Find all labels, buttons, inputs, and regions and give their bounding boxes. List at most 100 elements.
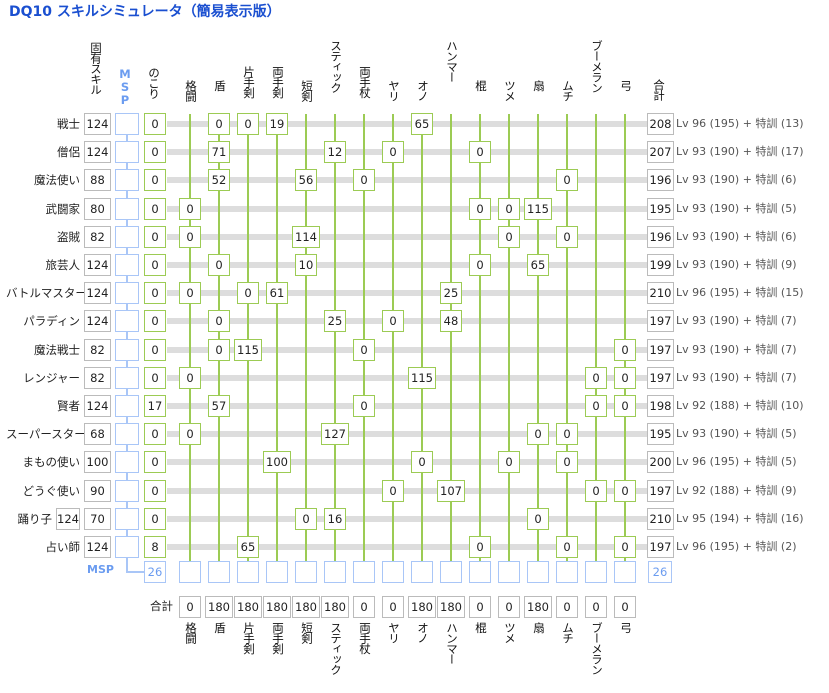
msp-weapon-input[interactable] xyxy=(295,561,317,583)
skill-input[interactable]: 0 xyxy=(295,507,317,530)
skill-input[interactable]: 0 xyxy=(556,225,578,248)
unique-skill-input[interactable]: 82 xyxy=(84,338,111,361)
unique-skill-input[interactable]: 70 xyxy=(84,507,111,530)
skill-input[interactable]: 65 xyxy=(237,536,259,558)
unique-skill-input[interactable]: 124 xyxy=(84,113,111,135)
msp-weapon-input[interactable] xyxy=(556,561,578,583)
msp-input[interactable] xyxy=(115,366,139,389)
skill-input[interactable]: 0 xyxy=(556,423,578,446)
msp-input[interactable] xyxy=(115,141,139,164)
skill-input[interactable]: 0 xyxy=(469,536,491,558)
skill-input[interactable]: 115 xyxy=(234,338,262,361)
skill-input[interactable]: 57 xyxy=(208,395,230,417)
skill-input[interactable]: 0 xyxy=(411,451,433,474)
skill-input[interactable]: 0 xyxy=(556,169,578,192)
skill-input[interactable]: 0 xyxy=(614,338,636,361)
skill-input[interactable]: 107 xyxy=(437,479,465,502)
skill-input[interactable]: 25 xyxy=(440,282,462,305)
msp-weapon-input[interactable] xyxy=(411,561,433,583)
unique-skill-input[interactable]: 124 xyxy=(84,254,111,276)
unique-skill-input[interactable]: 124 xyxy=(84,282,111,305)
skill-input[interactable]: 0 xyxy=(614,479,636,502)
skill-input[interactable]: 61 xyxy=(266,282,288,305)
msp-weapon-input[interactable] xyxy=(585,561,607,583)
unique-skill-input[interactable]: 124 xyxy=(84,141,111,164)
skill-input[interactable]: 16 xyxy=(324,507,346,530)
skill-input[interactable]: 0 xyxy=(179,197,201,220)
unique-skill-input[interactable]: 124 xyxy=(84,536,111,558)
skill-input[interactable]: 65 xyxy=(527,254,549,276)
skill-input[interactable]: 100 xyxy=(263,451,291,474)
msp-input[interactable] xyxy=(115,282,139,305)
unique-skill-input[interactable]: 90 xyxy=(84,479,111,502)
msp-weapon-input[interactable] xyxy=(237,561,259,583)
extra-unique-input[interactable]: 124 xyxy=(56,507,80,530)
skill-input[interactable]: 0 xyxy=(585,479,607,502)
msp-input[interactable] xyxy=(115,225,139,248)
msp-input[interactable] xyxy=(115,395,139,417)
skill-input[interactable]: 0 xyxy=(179,423,201,446)
msp-input[interactable] xyxy=(115,169,139,192)
skill-input[interactable]: 65 xyxy=(411,113,433,135)
skill-input[interactable]: 0 xyxy=(498,451,520,474)
unique-skill-input[interactable]: 124 xyxy=(84,395,111,417)
msp-input[interactable] xyxy=(115,451,139,474)
skill-input[interactable]: 0 xyxy=(498,225,520,248)
skill-input[interactable]: 10 xyxy=(295,254,317,276)
msp-input[interactable] xyxy=(115,254,139,276)
skill-input[interactable]: 56 xyxy=(295,169,317,192)
skill-input[interactable]: 0 xyxy=(353,169,375,192)
skill-input[interactable]: 12 xyxy=(324,141,346,164)
msp-input[interactable] xyxy=(115,536,139,558)
skill-input[interactable]: 0 xyxy=(556,451,578,474)
msp-input[interactable] xyxy=(115,113,139,135)
msp-input[interactable] xyxy=(115,423,139,446)
skill-input[interactable]: 19 xyxy=(266,113,288,135)
msp-weapon-input[interactable] xyxy=(527,561,549,583)
unique-skill-input[interactable]: 100 xyxy=(84,451,111,474)
skill-input[interactable]: 0 xyxy=(237,282,259,305)
skill-input[interactable]: 0 xyxy=(179,225,201,248)
skill-input[interactable]: 0 xyxy=(179,366,201,389)
msp-weapon-input[interactable] xyxy=(353,561,375,583)
skill-input[interactable]: 0 xyxy=(382,479,404,502)
skill-input[interactable]: 0 xyxy=(353,395,375,417)
unique-skill-input[interactable]: 82 xyxy=(84,225,111,248)
skill-input[interactable]: 25 xyxy=(324,310,346,333)
skill-input[interactable]: 0 xyxy=(527,507,549,530)
skill-input[interactable]: 0 xyxy=(556,536,578,558)
skill-input[interactable]: 115 xyxy=(524,197,552,220)
unique-skill-input[interactable]: 82 xyxy=(84,366,111,389)
msp-input[interactable] xyxy=(115,310,139,333)
msp-input[interactable] xyxy=(115,507,139,530)
unique-skill-input[interactable]: 124 xyxy=(84,310,111,333)
skill-input[interactable]: 0 xyxy=(585,395,607,417)
skill-input[interactable]: 0 xyxy=(208,254,230,276)
skill-input[interactable]: 115 xyxy=(408,366,436,389)
msp-weapon-input[interactable] xyxy=(614,561,636,583)
skill-input[interactable]: 0 xyxy=(469,141,491,164)
skill-input[interactable]: 0 xyxy=(498,197,520,220)
msp-weapon-input[interactable] xyxy=(382,561,404,583)
skill-input[interactable]: 0 xyxy=(179,282,201,305)
skill-input[interactable]: 71 xyxy=(208,141,230,164)
skill-input[interactable]: 0 xyxy=(208,310,230,333)
skill-input[interactable]: 0 xyxy=(469,254,491,276)
unique-skill-input[interactable]: 88 xyxy=(84,169,111,192)
skill-input[interactable]: 52 xyxy=(208,169,230,192)
skill-input[interactable]: 0 xyxy=(237,113,259,135)
msp-input[interactable] xyxy=(115,479,139,502)
unique-skill-input[interactable]: 80 xyxy=(84,197,111,220)
skill-input[interactable]: 0 xyxy=(382,141,404,164)
skill-input[interactable]: 0 xyxy=(208,338,230,361)
skill-input[interactable]: 0 xyxy=(585,366,607,389)
skill-input[interactable]: 0 xyxy=(382,310,404,333)
skill-input[interactable]: 114 xyxy=(292,225,320,248)
skill-input[interactable]: 0 xyxy=(614,366,636,389)
msp-weapon-input[interactable] xyxy=(498,561,520,583)
msp-weapon-input[interactable] xyxy=(324,561,346,583)
msp-input[interactable] xyxy=(115,197,139,220)
msp-input[interactable] xyxy=(115,338,139,361)
skill-input[interactable]: 0 xyxy=(614,536,636,558)
msp-weapon-input[interactable] xyxy=(208,561,230,583)
